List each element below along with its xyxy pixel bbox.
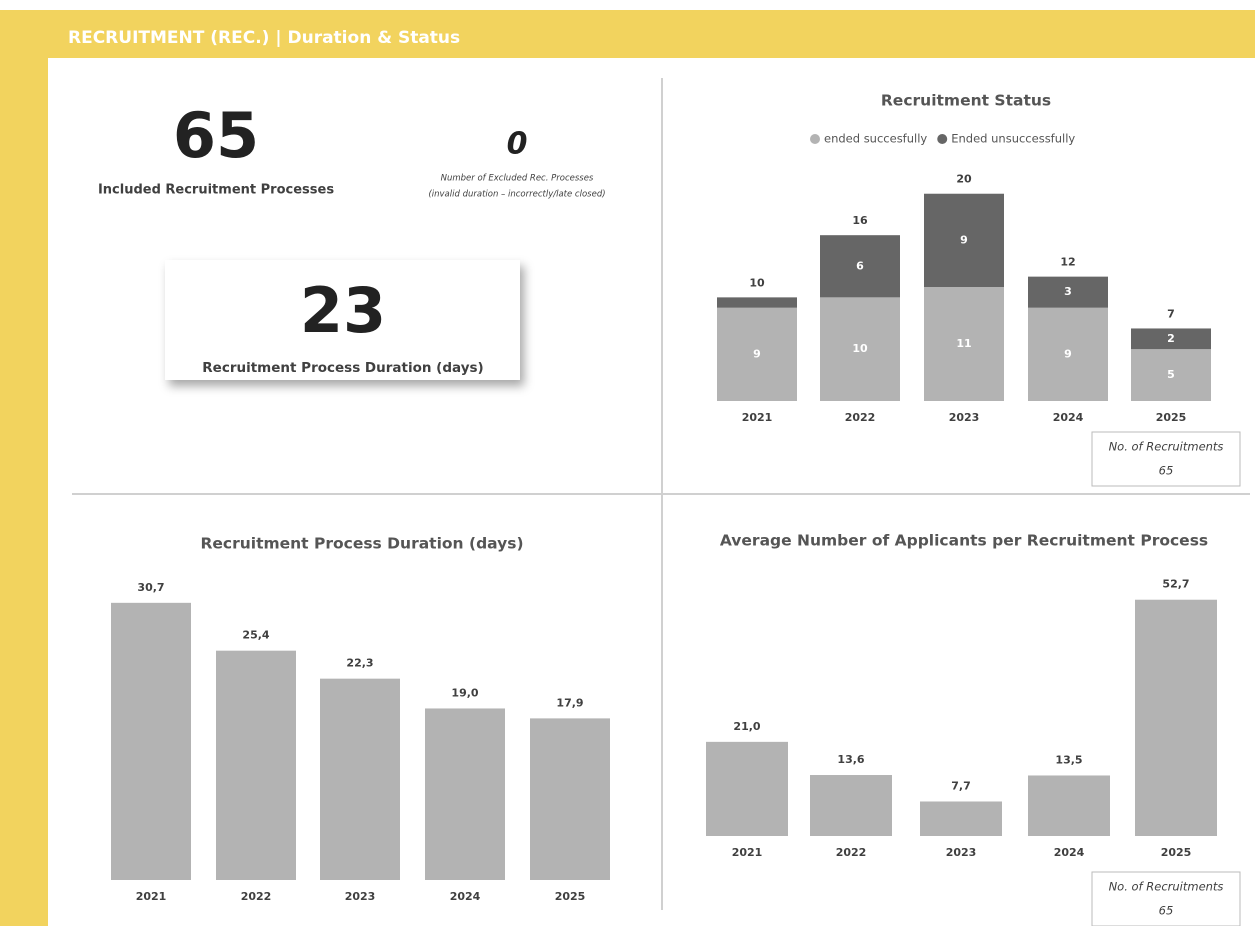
- note-label: No. of Recruitments: [1109, 880, 1224, 894]
- data-label: 5: [1167, 368, 1175, 381]
- bar: [810, 775, 892, 836]
- note-value: 65: [1159, 904, 1174, 918]
- data-label: 11: [956, 337, 971, 350]
- legend-label: Ended unsuccessfully: [951, 132, 1075, 146]
- chart-title: Average Number of Applicants per Recruit…: [720, 532, 1208, 550]
- x-tick-label: 2022: [836, 846, 867, 859]
- bar: [530, 718, 610, 880]
- note-box: [1091, 431, 1241, 487]
- data-label: 9: [753, 347, 761, 360]
- x-tick-label: 2021: [136, 890, 167, 903]
- x-tick-label: 2022: [845, 411, 876, 424]
- data-label: 7,7: [951, 779, 971, 792]
- x-tick-label: 2025: [1156, 411, 1187, 424]
- bar: [320, 678, 400, 880]
- x-tick-label: 2024: [1054, 846, 1085, 859]
- kpi-value: 0: [507, 127, 528, 162]
- total-label: 16: [852, 214, 868, 227]
- data-label: 3: [1064, 285, 1072, 298]
- data-label: 10: [852, 342, 868, 355]
- bar: [425, 708, 505, 880]
- bar: [1028, 775, 1110, 836]
- kpi-label: Recruitment Process Duration (days): [202, 360, 483, 376]
- data-label: 52,7: [1162, 578, 1189, 591]
- total-label: 20: [956, 173, 972, 186]
- data-label: 9: [960, 233, 968, 246]
- x-tick-label: 2023: [345, 890, 376, 903]
- note-box: [1091, 871, 1241, 926]
- bar-segment: [924, 287, 1004, 401]
- x-tick-label: 2024: [1053, 411, 1084, 424]
- bar-segment: [820, 297, 900, 401]
- x-tick-label: 2023: [949, 411, 980, 424]
- bar-segment: [1131, 328, 1211, 350]
- kpi-label: Number of Excluded Rec. Processes: [441, 174, 594, 184]
- x-tick-label: 2025: [1161, 846, 1192, 859]
- kpi-label: (invalid duration – incorrectly/late clo…: [428, 190, 605, 200]
- bar-segment: [717, 307, 797, 401]
- x-tick-label: 2021: [742, 411, 773, 424]
- note-label: No. of Recruitments: [1109, 440, 1224, 454]
- x-tick-label: 2025: [555, 890, 586, 903]
- data-label: 21,0: [733, 720, 760, 733]
- bar: [111, 602, 191, 880]
- legend-swatch: [937, 134, 948, 144]
- bar-segment: [1028, 307, 1108, 401]
- total-label: 10: [749, 276, 765, 289]
- bar: [920, 801, 1002, 836]
- total-label: 7: [1167, 307, 1175, 320]
- x-tick-label: 2024: [450, 890, 481, 903]
- bar: [216, 650, 296, 880]
- data-label: 9: [1064, 347, 1072, 360]
- data-label: 25,4: [242, 629, 269, 642]
- bar-segment: [717, 297, 797, 308]
- bar-segment: [820, 235, 900, 298]
- data-label: 13,6: [837, 753, 864, 766]
- data-label: 17,9: [556, 696, 583, 709]
- kpi-value: 65: [173, 99, 259, 172]
- total-label: 12: [1060, 256, 1075, 269]
- kpi-value: 23: [300, 274, 386, 347]
- bar-segment: [1131, 349, 1211, 401]
- x-tick-label: 2023: [946, 846, 977, 859]
- kpi-label: Included Recruitment Processes: [98, 183, 334, 198]
- bar-segment: [1028, 276, 1108, 308]
- header-title: RECRUITMENT (REC.) | Duration & Status: [68, 28, 460, 48]
- data-label: 30,7: [137, 581, 164, 594]
- x-tick-label: 2022: [241, 890, 272, 903]
- data-label: 19,0: [451, 686, 478, 699]
- x-tick-label: 2021: [732, 846, 763, 859]
- data-label: 6: [856, 259, 864, 272]
- kpi-card: [165, 260, 520, 380]
- legend-label: ended succesfully: [824, 132, 927, 146]
- data-label: 2: [1167, 332, 1175, 345]
- data-label: 13,5: [1055, 753, 1082, 766]
- legend-swatch: [810, 134, 820, 144]
- chart-title: Recruitment Status: [881, 92, 1051, 110]
- bar-segment: [924, 193, 1004, 287]
- note-value: 65: [1159, 464, 1174, 478]
- chart-title: Recruitment Process Duration (days): [200, 535, 523, 553]
- bar: [1135, 599, 1217, 836]
- data-label: 22,3: [346, 657, 373, 670]
- bar: [706, 741, 788, 836]
